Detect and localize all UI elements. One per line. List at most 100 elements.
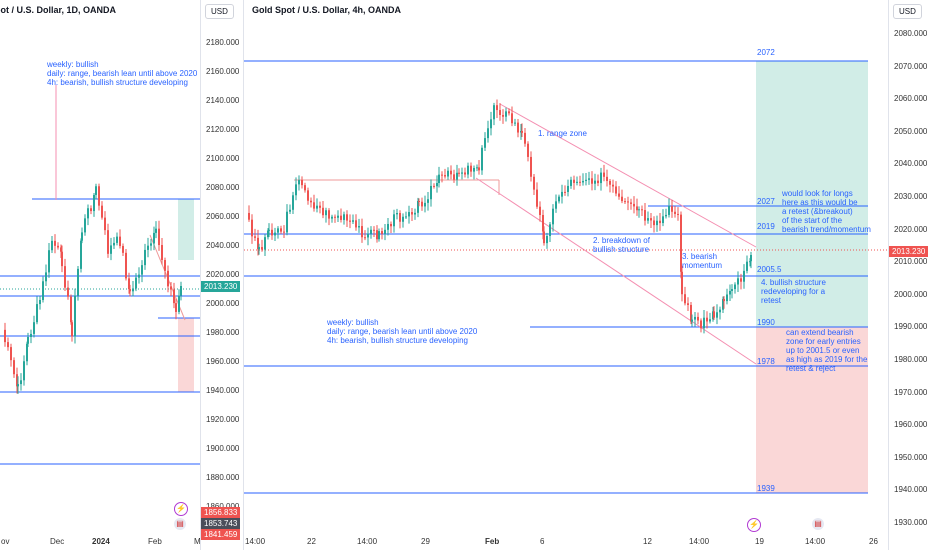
four-hour-candle <box>352 220 354 222</box>
channel-lower <box>475 177 757 365</box>
four-hour-candle <box>361 226 363 238</box>
four-hour-candle <box>521 130 523 133</box>
four-hour-candle <box>723 298 725 302</box>
four-hour-candle <box>499 110 501 116</box>
four-hour-price-scale[interactable]: USD 2080.000 2070.000 2060.000 2050.000 2040… <box>888 0 932 550</box>
currency-button[interactable]: USD <box>205 4 234 19</box>
daily-candle <box>27 336 29 344</box>
daily-chart-pane[interactable]: Gold Spot / U.S. Dollar, 1D, OANDA weekl… <box>0 0 200 550</box>
daily-candle <box>129 289 131 292</box>
four-hour-candle <box>436 183 438 187</box>
price-tag: 1853.743 <box>201 518 241 529</box>
daily-candle <box>128 278 130 290</box>
four-hour-candle <box>310 200 312 203</box>
daily-candle <box>17 384 19 387</box>
four-hour-candle <box>405 216 407 218</box>
price-tick-label: 1940.000 <box>206 386 240 395</box>
four-hour-candle <box>484 138 486 148</box>
four-hour-candle <box>653 220 655 226</box>
level-label: 1990 <box>757 318 775 327</box>
currency-button[interactable]: USD <box>893 4 922 19</box>
daily-candle <box>80 240 82 269</box>
four-hour-x-label: 6 <box>540 537 545 546</box>
price-tick-label: 1950.000 <box>894 452 928 462</box>
four-hour-candle <box>381 231 383 234</box>
lightning-event-icon[interactable]: ⚡ <box>174 502 188 516</box>
four-hour-candle <box>505 111 507 117</box>
four-hour-candle <box>257 237 259 250</box>
four-hour-candle <box>487 128 489 139</box>
four-hour-candle <box>576 181 578 183</box>
four-hour-candle <box>674 211 676 214</box>
four-hour-candle <box>444 175 446 177</box>
daily-candle <box>164 260 166 271</box>
four-hour-candle <box>343 214 345 220</box>
channel-upper <box>499 103 757 248</box>
price-tick-label: 2040.000 <box>894 159 928 169</box>
four-hour-candle <box>450 170 452 175</box>
four-hour-candle <box>289 209 291 212</box>
daily-x-label: Feb <box>148 537 162 546</box>
four-hour-candle <box>633 203 635 207</box>
four-hour-candle <box>530 156 532 177</box>
four-hour-candle <box>737 278 739 285</box>
price-tick-label: 2050.000 <box>894 126 928 136</box>
daily-price-scale[interactable]: USD 2180.000 2160.000 2140.000 2120.000 2100… <box>200 0 244 550</box>
four-hour-candle <box>490 119 492 129</box>
daily-candle <box>144 249 146 266</box>
four-hour-candle <box>588 178 590 180</box>
four-hour-candle <box>387 223 389 230</box>
price-tick-label: 2010.000 <box>894 257 928 267</box>
four-hour-candle <box>555 201 557 209</box>
four-hour-candle <box>564 191 566 193</box>
price-tick-label: 1920.000 <box>206 415 240 424</box>
four-hour-candle <box>481 147 483 171</box>
daily-candle <box>71 322 73 337</box>
four-hour-candle <box>417 200 419 213</box>
four-hour-candle <box>286 211 288 233</box>
daily-candle <box>20 380 22 385</box>
four-hour-candle <box>346 214 348 221</box>
four-hour-chart-canvas[interactable] <box>244 0 889 550</box>
four-hour-candle <box>627 201 629 203</box>
price-tick-label: 1960.000 <box>206 357 240 366</box>
daily-candle <box>107 230 109 254</box>
four-hour-chart-pane[interactable]: Gold Spot / U.S. Dollar, 4h, OANDA 1. ra… <box>243 0 889 550</box>
daily-candle <box>74 295 76 337</box>
four-hour-candle <box>609 180 611 185</box>
four-hour-candle <box>668 206 670 215</box>
us-flag-icon[interactable]: ▤ <box>812 518 824 530</box>
price-tick-label: 2020.000 <box>206 270 240 279</box>
price-tick-label: 1930.000 <box>894 518 928 527</box>
price-tick-label: 1900.000 <box>206 444 240 453</box>
four-hour-candle <box>671 206 673 212</box>
annotation-range-zone: 1. range zone <box>538 129 587 138</box>
four-hour-candle <box>502 115 504 117</box>
four-hour-candle <box>636 206 638 211</box>
four-hour-candle <box>251 219 253 237</box>
four-hour-candle <box>298 180 300 185</box>
us-flag-icon[interactable]: ▤ <box>174 518 186 530</box>
daily-candle <box>95 186 97 195</box>
four-hour-candle <box>364 237 366 239</box>
four-hour-candle <box>621 196 623 202</box>
level-label: 2005.5 <box>757 265 782 274</box>
daily-chart-canvas[interactable] <box>0 0 200 550</box>
four-hour-candle <box>340 215 342 220</box>
daily-candle <box>155 228 157 233</box>
four-hour-candle <box>591 178 593 184</box>
four-hour-candle <box>292 195 294 210</box>
four-hour-candle <box>328 210 330 219</box>
four-hour-x-label: 14:00 <box>805 537 826 546</box>
four-hour-candle <box>464 172 466 175</box>
four-hour-candle <box>542 214 544 232</box>
daily-candle <box>48 250 50 273</box>
four-hour-candle <box>573 179 575 183</box>
daily-candle <box>61 251 63 267</box>
lightning-event-icon[interactable]: ⚡ <box>747 518 761 532</box>
daily-candle <box>4 329 6 343</box>
four-hour-candle <box>722 298 724 310</box>
target-zone <box>756 61 868 327</box>
price-tick-label: 1970.000 <box>894 387 928 397</box>
price-tick-label: 2000.000 <box>206 299 240 308</box>
